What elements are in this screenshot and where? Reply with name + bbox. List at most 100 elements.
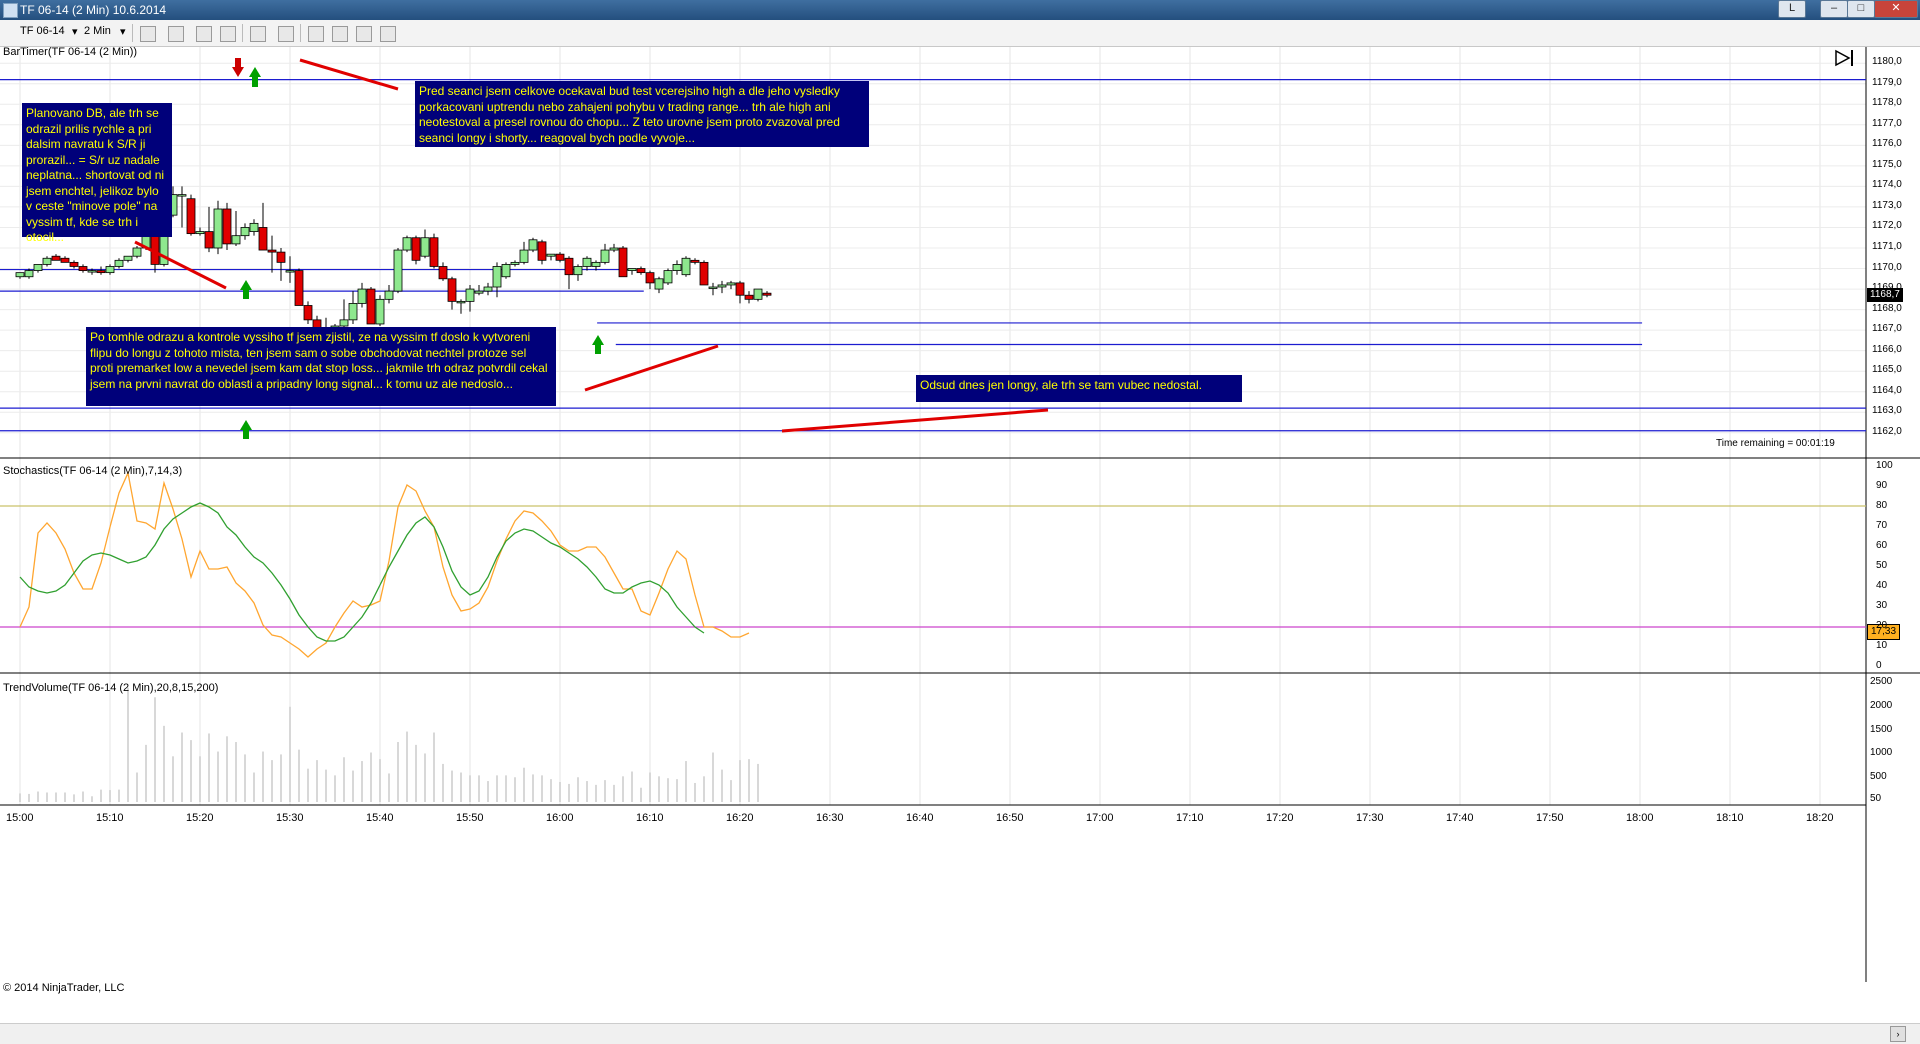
- dropdown-arrow-icon[interactable]: ▾: [120, 26, 126, 38]
- toolbar-divider: [242, 24, 243, 42]
- price-axis-label: 1164,0: [1872, 384, 1902, 396]
- volume-bars: [19, 687, 759, 802]
- price-axis-label: 1176,0: [1872, 138, 1902, 150]
- annotation-note: Planovano DB, ale trh se odrazil prilis …: [22, 103, 172, 244]
- price-axis-label: 1168,0: [1872, 302, 1902, 314]
- candle-bearish: [60, 257, 70, 263]
- time-axis-label: 18:20: [1806, 812, 1834, 824]
- close-icon[interactable]: ✕: [1874, 0, 1918, 18]
- price-axis-label: 1165,0: [1872, 364, 1902, 376]
- stoch-panel-label: Stochastics(TF 06-14 (2 Min),7,14,3): [3, 465, 183, 477]
- interval-selector[interactable]: 2 Min: [84, 25, 111, 37]
- candle-bullish: [510, 261, 520, 265]
- candle-bullish: [231, 235, 241, 245]
- stoch-axis-label: 20: [1876, 620, 1888, 631]
- scroll-right-icon[interactable]: ›: [1890, 1026, 1906, 1042]
- time-axis-label: 15:50: [456, 812, 484, 824]
- add-indicator-icon[interactable]: [196, 26, 212, 42]
- price-axis-label: 1167,0: [1872, 323, 1902, 335]
- candle-bullish: [483, 286, 493, 292]
- zoom-icon[interactable]: [278, 26, 294, 42]
- candle-bullish: [249, 222, 259, 232]
- price-axis-label: 1163,0: [1872, 405, 1902, 417]
- buy-arrow-icon: [592, 335, 604, 354]
- properties-icon[interactable]: [380, 26, 396, 42]
- candle-bearish: [429, 237, 439, 267]
- candle-bullish: [501, 264, 511, 278]
- strategy-icon[interactable]: [220, 26, 236, 42]
- candle-bullish: [339, 319, 349, 327]
- crosshair-icon[interactable]: [250, 26, 266, 42]
- time-axis-label: 17:10: [1176, 812, 1204, 824]
- stoch-axis-label: 100: [1876, 460, 1893, 471]
- time-axis-label: 16:00: [546, 812, 574, 824]
- stoch-axis-label: 40: [1876, 580, 1888, 591]
- candle-bearish: [438, 266, 448, 280]
- annotation-line: [781, 408, 1049, 433]
- stoch-axis-label: 90: [1876, 480, 1888, 491]
- chart-area[interactable]: BarTimer(TF 06-14 (2 Min)) Stochastics(T…: [0, 46, 1920, 1044]
- time-axis-label: 16:10: [636, 812, 664, 824]
- time-axis-label: 16:50: [996, 812, 1024, 824]
- volume-axis-label: 1500: [1870, 723, 1893, 735]
- price-axis-label: 1172,0: [1872, 220, 1902, 232]
- toolbar-divider: [132, 24, 133, 42]
- candle-bearish: [447, 278, 457, 302]
- candle-bullish: [357, 288, 367, 304]
- window-title: TF 06-14 (2 Min) 10.6.2014: [20, 3, 167, 17]
- volume-axis-label: 500: [1870, 771, 1887, 783]
- candle-bullish: [582, 257, 592, 267]
- dropdown-arrow-icon[interactable]: ▾: [72, 26, 78, 38]
- time-axis-label: 18:10: [1716, 812, 1744, 824]
- stoch-k-line: [19, 470, 750, 658]
- candle-bearish: [744, 294, 754, 300]
- candle-bearish: [618, 247, 628, 278]
- candle-bullish: [609, 247, 619, 251]
- stochastics-panel: [0, 470, 1866, 658]
- candle-bearish: [186, 198, 196, 235]
- price-axis-label: 1175,0: [1872, 158, 1902, 170]
- time-axis-label: 18:00: [1626, 812, 1654, 824]
- candle-bullish: [393, 249, 403, 292]
- copyright: © 2014 NinjaTrader, LLC: [3, 982, 125, 994]
- candle-bearish: [762, 292, 772, 296]
- candle-bullish: [672, 264, 682, 271]
- price-axis-label: 1177,0: [1872, 117, 1902, 129]
- time-remaining: Time remaining = 00:01:19: [1716, 438, 1835, 449]
- candle-bullish: [240, 227, 250, 237]
- candle-bullish: [375, 298, 385, 325]
- candle-bullish: [474, 290, 484, 294]
- annotation-note: Po tomhle odrazu a kontrole vyssiho tf j…: [86, 327, 556, 406]
- candle-bearish: [294, 270, 304, 306]
- print-icon[interactable]: [356, 26, 372, 42]
- grid-icon[interactable]: [332, 26, 348, 42]
- candle-bearish: [411, 237, 421, 261]
- candle-bullish: [456, 300, 466, 304]
- candle-bullish: [663, 270, 673, 284]
- candle-bearish: [204, 231, 214, 249]
- stoch-axis-label: 10: [1876, 640, 1888, 651]
- candle-bullish: [177, 194, 187, 197]
- time-axis-label: 16:20: [726, 812, 754, 824]
- volume-panel-label: TrendVolume(TF 06-14 (2 Min),20,8,15,200…: [3, 682, 219, 694]
- pencil-icon[interactable]: [168, 26, 184, 42]
- chart-mode-button[interactable]: L: [1778, 0, 1806, 18]
- candle-bearish: [690, 259, 700, 263]
- candle-bullish: [33, 264, 43, 271]
- minimize-icon[interactable]: –: [1820, 0, 1848, 18]
- candle-bearish: [267, 249, 277, 253]
- candle-bullish: [600, 249, 610, 263]
- volume-axis-label: 50: [1870, 792, 1882, 804]
- candle-bearish: [78, 266, 88, 271]
- chart-scrollbar[interactable]: ›: [0, 1023, 1920, 1044]
- candle-bullish: [348, 303, 358, 321]
- instrument-selector[interactable]: TF 06-14: [20, 25, 65, 37]
- price-axis-label: 1179,0: [1872, 76, 1902, 88]
- bar-type-icon[interactable]: [140, 26, 156, 42]
- volume-axis-label: 2500: [1870, 676, 1893, 687]
- chart-canvas[interactable]: [0, 47, 1920, 1043]
- maximize-icon[interactable]: □: [1847, 0, 1875, 18]
- time-axis-label: 15:20: [186, 812, 214, 824]
- data-box-icon[interactable]: [308, 26, 324, 42]
- candle-bullish: [717, 284, 727, 288]
